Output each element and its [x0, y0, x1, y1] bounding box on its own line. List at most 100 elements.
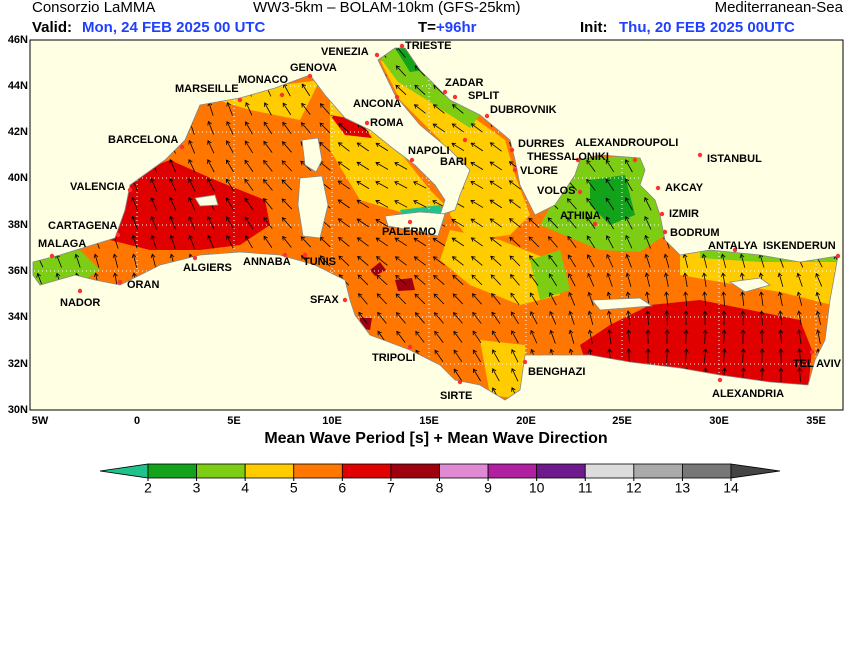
- direction-arrow: [587, 329, 593, 344]
- direction-arrow: [528, 255, 539, 267]
- direction-arrow: [244, 216, 254, 230]
- direction-arrow: [472, 311, 482, 324]
- direction-arrow: [777, 272, 784, 287]
- direction-arrow: [131, 253, 138, 268]
- direction-arrow: [489, 142, 502, 152]
- direction-arrow: [510, 274, 520, 286]
- direction-arrow: [587, 272, 595, 287]
- city-label: BARCELONA: [108, 134, 178, 146]
- direction-arrow: [721, 291, 727, 307]
- direction-arrow: [263, 197, 273, 210]
- direction-arrow: [207, 178, 215, 192]
- city-label: GENOVA: [290, 62, 337, 74]
- direction-arrow: [169, 158, 177, 173]
- city-dot: [577, 189, 583, 195]
- direction-arrow: [510, 311, 519, 325]
- direction-arrow: [225, 159, 234, 173]
- city-dot: [662, 229, 668, 235]
- direction-arrow: [433, 274, 445, 285]
- direction-arrow: [150, 196, 158, 211]
- direction-arrow: [413, 237, 427, 247]
- direction-arrow: [357, 274, 369, 286]
- direction-arrow: [207, 216, 215, 230]
- city-label: DURRES: [518, 138, 564, 150]
- city-label: DUBROVNIK: [490, 104, 557, 116]
- direction-arrow: [131, 234, 138, 249]
- colorbar-tick-label: 2: [144, 480, 152, 496]
- direction-arrow: [778, 348, 784, 364]
- city-dot: [237, 97, 243, 103]
- direction-arrow: [528, 236, 540, 248]
- direction-arrow: [432, 237, 446, 247]
- direction-arrow: [188, 234, 195, 249]
- direction-arrow: [434, 330, 444, 343]
- direction-arrow: [511, 349, 519, 363]
- island: [194, 194, 219, 207]
- city-label: ORAN: [127, 279, 159, 291]
- direction-arrow: [644, 215, 652, 230]
- island: [591, 297, 654, 311]
- city-label: ANNABA: [243, 256, 291, 268]
- direction-arrow: [568, 310, 575, 325]
- direction-arrow: [796, 291, 803, 306]
- direction-arrow: [470, 218, 484, 228]
- direction-arrow: [778, 329, 784, 345]
- direction-arrow: [530, 311, 538, 325]
- lon-tick-label: 5W: [32, 415, 49, 427]
- direction-arrow: [605, 178, 615, 192]
- direction-arrow: [529, 292, 539, 306]
- colorbar-tick-label: 11: [578, 480, 593, 496]
- direction-arrow: [414, 274, 426, 285]
- city-dot: [374, 52, 380, 58]
- lat-tick-label: 40N: [8, 172, 28, 184]
- city-label: MARSEILLE: [175, 83, 239, 95]
- direction-arrow: [566, 198, 577, 210]
- direction-arrow: [606, 235, 614, 249]
- direction-arrow: [414, 84, 426, 96]
- direction-arrow: [606, 253, 614, 268]
- direction-arrow: [702, 329, 708, 345]
- direction-arrow: [356, 142, 369, 152]
- direction-arrow: [207, 159, 215, 173]
- direction-arrow: [396, 330, 406, 343]
- direction-arrow: [606, 272, 613, 287]
- colorbar-segment: [536, 463, 586, 479]
- direction-arrow: [605, 197, 615, 211]
- direction-arrow: [226, 235, 234, 249]
- colorbar-segment: [293, 463, 343, 479]
- lat-tick-label: 46N: [8, 34, 28, 46]
- direction-arrow: [188, 139, 196, 154]
- direction-arrow: [375, 256, 388, 266]
- direction-arrow: [625, 159, 633, 173]
- direction-arrow: [664, 291, 669, 306]
- direction-arrow: [319, 103, 330, 115]
- direction-arrow: [778, 310, 783, 325]
- city-label: SPLIT: [468, 90, 499, 102]
- direction-arrow: [281, 217, 292, 229]
- direction-arrow: [644, 272, 651, 287]
- city-label: NAPOLI: [408, 145, 450, 157]
- direction-arrow: [739, 253, 746, 268]
- direction-arrow: [226, 216, 234, 230]
- direction-arrow: [567, 235, 577, 248]
- colorbar: 2 3 4 5 6 7 8 9 10 11 12 13 14: [99, 463, 781, 496]
- city-label: NADOR: [60, 297, 100, 309]
- lon-tick-label: 10E: [322, 415, 342, 427]
- colorbar-segment: [487, 463, 538, 479]
- direction-arrow: [815, 272, 823, 287]
- direction-arrow: [244, 140, 254, 154]
- lon-tick-label: 15E: [419, 415, 439, 427]
- direction-arrow: [702, 272, 707, 287]
- direction-arrow: [528, 217, 540, 229]
- direction-arrow: [759, 291, 764, 306]
- direction-arrow: [207, 120, 214, 135]
- direction-arrow: [150, 177, 158, 192]
- direction-arrow: [626, 310, 631, 325]
- direction-arrow: [489, 199, 503, 209]
- direction-arrow: [453, 330, 463, 343]
- direction-arrow: [511, 367, 519, 382]
- lon-tick-label: 25E: [612, 415, 632, 427]
- direction-arrow: [492, 349, 500, 363]
- direction-arrow: [625, 178, 633, 192]
